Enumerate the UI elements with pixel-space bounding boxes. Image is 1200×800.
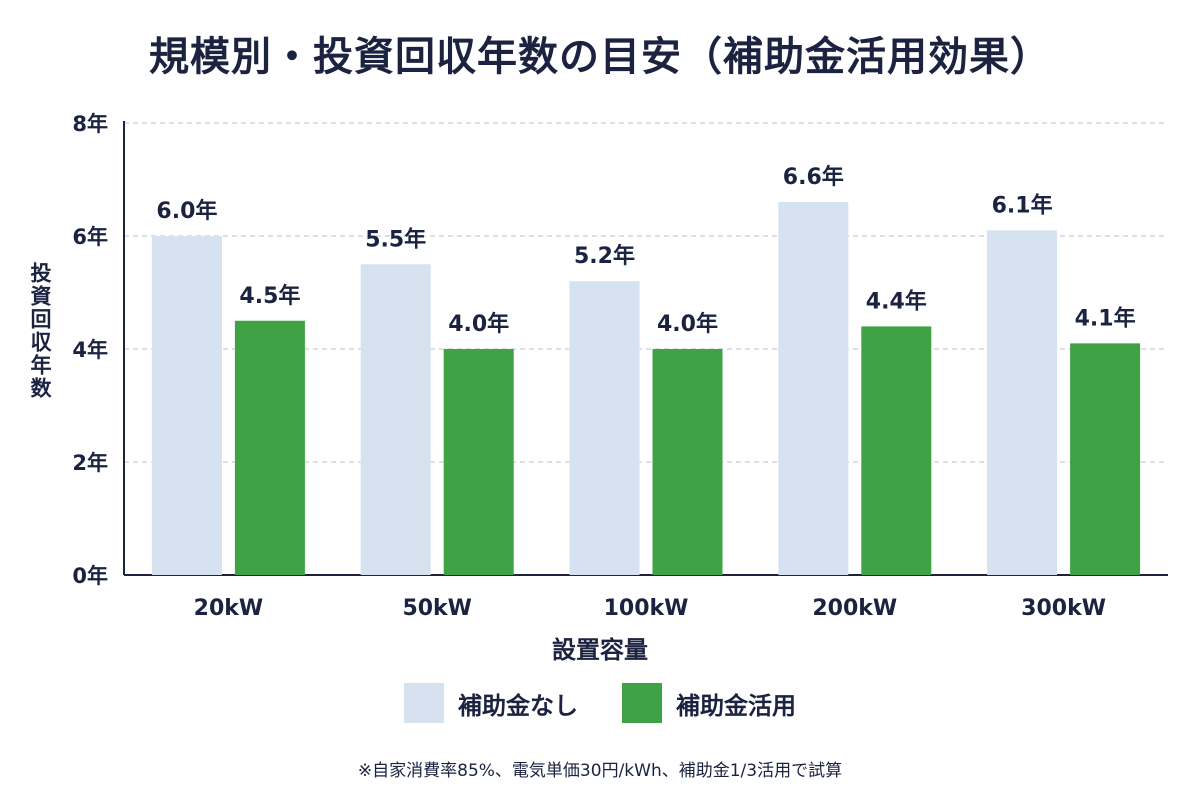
bar-without-subsidy [151, 236, 222, 575]
x-axis-label: 設置容量 [552, 636, 648, 664]
x-tick-label: 300kW [1021, 596, 1106, 621]
bar-with-subsidy [443, 349, 514, 575]
data-label-with-subsidy: 4.5年 [239, 283, 300, 309]
data-label-with-subsidy: 4.1年 [1075, 305, 1136, 331]
y-tick-label: 0年 [72, 564, 108, 588]
y-tick-label: 4年 [72, 338, 108, 362]
data-label-without-subsidy: 6.6年 [783, 164, 844, 190]
x-tick-label: 200kW [812, 596, 897, 621]
legend-swatch-with-subsidy [622, 683, 662, 723]
data-label-without-subsidy: 5.2年 [574, 243, 635, 269]
bar-with-subsidy [652, 349, 723, 575]
y-tick-label: 8年 [72, 112, 108, 136]
y-tick-label: 2年 [72, 451, 108, 475]
legend-item-without-subsidy: 補助金なし [404, 683, 578, 723]
x-tick-label: 100kW [604, 596, 689, 621]
bar-with-subsidy [861, 326, 932, 575]
chart-title: 規模別・投資回収年数の目安（補助金活用効果） [149, 34, 1051, 80]
legend-item-with-subsidy: 補助金活用 [622, 683, 796, 723]
footnote: ※自家消費率85%、電気単価30円/kWh、補助金1/3活用で試算 [357, 761, 843, 781]
legend-swatch-without-subsidy [404, 683, 444, 723]
data-label-with-subsidy: 4.4年 [866, 288, 927, 314]
data-label-with-subsidy: 4.0年 [657, 311, 718, 337]
bar-without-subsidy [360, 264, 431, 575]
bar-without-subsidy [569, 281, 640, 575]
legend-label-without-subsidy: 補助金なし [458, 691, 578, 720]
data-label-without-subsidy: 5.5年 [365, 226, 426, 252]
data-label-with-subsidy: 4.0年 [448, 311, 509, 337]
legend-label-with-subsidy: 補助金活用 [676, 691, 796, 720]
legend: 補助金なし 補助金活用 [0, 683, 1200, 723]
y-axis-label: 投資回収年数 [28, 262, 52, 400]
data-label-without-subsidy: 6.0年 [156, 198, 217, 224]
bar-without-subsidy [778, 202, 849, 575]
x-tick-label: 20kW [194, 596, 264, 621]
bar-with-subsidy [234, 320, 305, 575]
bar-without-subsidy [987, 230, 1058, 575]
bar-with-subsidy [1070, 343, 1141, 575]
x-tick-label: 50kW [402, 596, 472, 621]
data-label-without-subsidy: 6.1年 [992, 192, 1053, 218]
y-tick-label: 6年 [72, 225, 108, 249]
